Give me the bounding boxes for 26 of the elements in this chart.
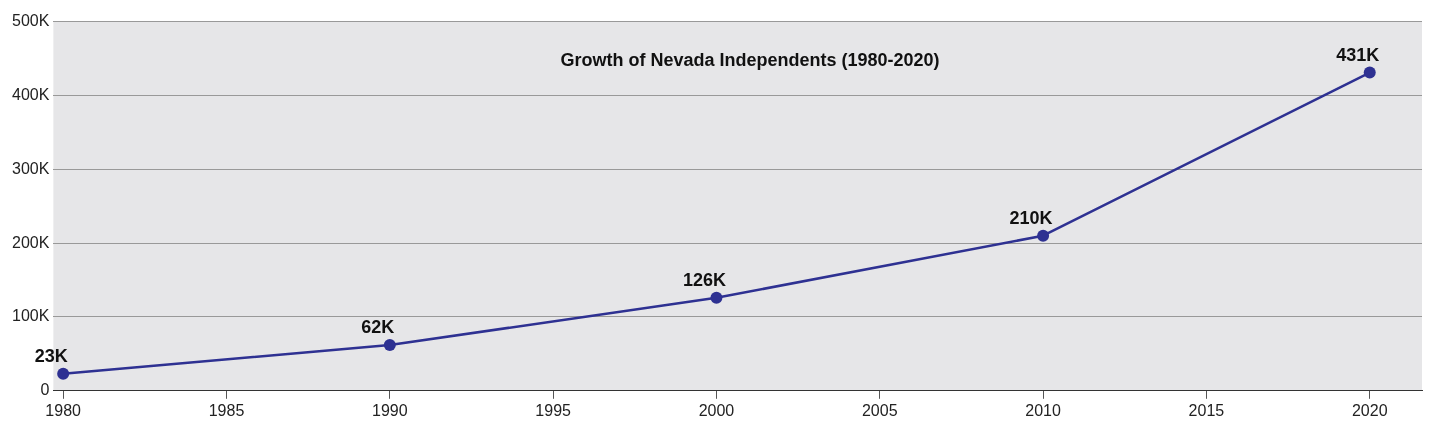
data-label: 431K — [1336, 44, 1380, 65]
point — [1363, 66, 1376, 79]
data-label: 210K — [1009, 207, 1053, 228]
y-tick-label: 300K — [11, 159, 50, 177]
x-tick-label: 2015 — [1188, 401, 1225, 419]
x-tick-label: 1980 — [45, 401, 82, 419]
data-label: 62K — [361, 316, 395, 337]
x-tick-label: 1995 — [535, 401, 572, 419]
x-tick-label: 2020 — [1351, 401, 1388, 419]
x-tick-label: 1990 — [372, 401, 408, 419]
y-tick-label: 100K — [11, 307, 50, 325]
data-label: 23K — [34, 345, 68, 366]
x-tick-label: 1985 — [208, 401, 245, 419]
point — [383, 339, 396, 352]
point — [57, 367, 70, 380]
x-tick-label: 2000 — [698, 401, 735, 419]
y-tick-label: 400K — [11, 85, 50, 103]
point — [1037, 229, 1050, 242]
text: Growth of Nevada Independents (1980-2020) — [560, 50, 940, 70]
point — [710, 291, 723, 304]
y-tick-label: 200K — [11, 233, 50, 251]
y-tick-label: 0 — [40, 381, 50, 399]
x-tick-label: 2005 — [861, 401, 898, 419]
x-tick-label: 2010 — [1025, 401, 1061, 419]
y-tick-label: 500K — [11, 12, 50, 30]
data-label: 126K — [682, 269, 726, 290]
